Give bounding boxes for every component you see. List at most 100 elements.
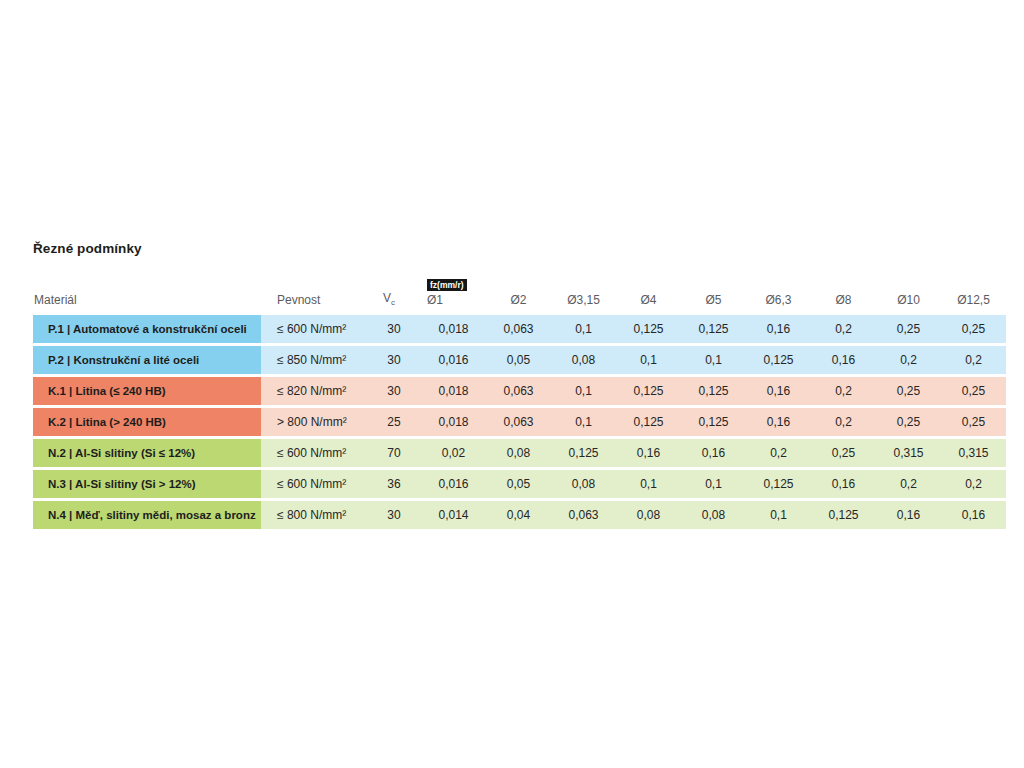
value-cell: 0,125 [746, 470, 811, 498]
value-cell: 0,05 [486, 470, 551, 498]
column-header-diameter-3: Ø3,15 [551, 273, 616, 312]
value-cell: 0,063 [551, 501, 616, 529]
strength-cell: ≤ 600 N/mm² [261, 470, 367, 498]
page-title: Řezné podmínky [33, 241, 1008, 256]
value-cell: 0,018 [421, 315, 486, 343]
value-cell: 0,25 [876, 408, 941, 436]
material-cell: P.1 | Automatové a konstrukční oceli [33, 315, 261, 343]
table-row: N.2 | Al-Si slitiny (Si ≤ 12%) ≤ 600 N/m… [33, 439, 1006, 467]
strength-cell: ≤ 800 N/mm² [261, 501, 367, 529]
table-row: K.1 | Litina (≤ 240 HB) ≤ 820 N/mm² 30 0… [33, 377, 1006, 405]
material-cell: N.3 | Al-Si slitiny (Si > 12%) [33, 470, 261, 498]
strength-cell: ≤ 850 N/mm² [261, 346, 367, 374]
value-cell: 0,25 [876, 377, 941, 405]
value-cell: 0,2 [746, 439, 811, 467]
column-header-material: Materiál [33, 273, 261, 312]
value-cell: 0,16 [746, 408, 811, 436]
value-cell: 0,2 [941, 470, 1006, 498]
value-cell: 0,25 [941, 408, 1006, 436]
value-cell: 0,1 [681, 346, 746, 374]
table-row: K.2 | Litina (> 240 HB) > 800 N/mm² 25 0… [33, 408, 1006, 436]
value-cell: 0,2 [876, 470, 941, 498]
column-header-diameter-8: Ø10 [876, 273, 941, 312]
column-header-diameter-6: Ø6,3 [746, 273, 811, 312]
value-cell: 0,16 [811, 346, 876, 374]
diameter-label: Ø1 [427, 293, 443, 307]
value-cell: 0,16 [941, 501, 1006, 529]
column-header-diameter-2: Ø2 [486, 273, 551, 312]
value-cell: 0,315 [941, 439, 1006, 467]
material-cell: P.2 | Konstrukční a lité oceli [33, 346, 261, 374]
value-cell: 0,125 [681, 315, 746, 343]
value-cell: 0,16 [681, 439, 746, 467]
value-cell: 0,1 [616, 346, 681, 374]
value-cell: 0,2 [941, 346, 1006, 374]
cutting-conditions-section: Řezné podmínky Materiál Pevnost Vc fz(mm… [33, 241, 1008, 532]
vc-cell: 30 [367, 501, 421, 529]
value-cell: 0,16 [811, 470, 876, 498]
value-cell: 0,16 [876, 501, 941, 529]
column-header-diameter-1: fz(mm/r) Ø1 [421, 273, 486, 312]
value-cell: 0,315 [876, 439, 941, 467]
value-cell: 0,1 [551, 377, 616, 405]
value-cell: 0,16 [746, 315, 811, 343]
table-header: Materiál Pevnost Vc fz(mm/r) Ø1 Ø2 Ø3,15… [33, 273, 1006, 312]
table-body: P.1 | Automatové a konstrukční oceli ≤ 6… [33, 315, 1006, 529]
material-cell: K.2 | Litina (> 240 HB) [33, 408, 261, 436]
value-cell: 0,08 [681, 501, 746, 529]
value-cell: 0,125 [616, 315, 681, 343]
value-cell: 0,08 [616, 501, 681, 529]
value-cell: 0,1 [746, 501, 811, 529]
value-cell: 0,125 [681, 377, 746, 405]
material-cell: N.2 | Al-Si slitiny (Si ≤ 12%) [33, 439, 261, 467]
value-cell: 0,1 [616, 470, 681, 498]
column-header-diameter-7: Ø8 [811, 273, 876, 312]
value-cell: 0,125 [616, 377, 681, 405]
vc-symbol: V [383, 291, 391, 305]
value-cell: 0,014 [421, 501, 486, 529]
column-header-diameter-4: Ø4 [616, 273, 681, 312]
vc-cell: 70 [367, 439, 421, 467]
vc-subscript: c [391, 298, 395, 307]
value-cell: 0,125 [811, 501, 876, 529]
value-cell: 0,25 [811, 439, 876, 467]
value-cell: 0,125 [551, 439, 616, 467]
strength-cell: ≤ 600 N/mm² [261, 315, 367, 343]
strength-cell: ≤ 820 N/mm² [261, 377, 367, 405]
material-cell: K.1 | Litina (≤ 240 HB) [33, 377, 261, 405]
value-cell: 0,08 [551, 470, 616, 498]
cutting-conditions-table: Materiál Pevnost Vc fz(mm/r) Ø1 Ø2 Ø3,15… [33, 270, 1006, 532]
vc-cell: 25 [367, 408, 421, 436]
value-cell: 0,018 [421, 377, 486, 405]
strength-cell: ≤ 600 N/mm² [261, 439, 367, 467]
vc-cell: 30 [367, 346, 421, 374]
value-cell: 0,125 [681, 408, 746, 436]
value-cell: 0,016 [421, 470, 486, 498]
vc-cell: 30 [367, 315, 421, 343]
column-header-diameter-9: Ø12,5 [941, 273, 1006, 312]
value-cell: 0,1 [551, 315, 616, 343]
value-cell: 0,063 [486, 315, 551, 343]
value-cell: 0,08 [486, 439, 551, 467]
value-cell: 0,05 [486, 346, 551, 374]
value-cell: 0,1 [551, 408, 616, 436]
value-cell: 0,125 [616, 408, 681, 436]
vc-cell: 36 [367, 470, 421, 498]
column-header-diameter-5: Ø5 [681, 273, 746, 312]
value-cell: 0,063 [486, 377, 551, 405]
column-header-strength: Pevnost [261, 273, 367, 312]
value-cell: 0,16 [746, 377, 811, 405]
material-cell: N.4 | Měď, slitiny mědi, mosaz a bronz [33, 501, 261, 529]
value-cell: 0,16 [616, 439, 681, 467]
value-cell: 0,125 [746, 346, 811, 374]
value-cell: 0,25 [941, 315, 1006, 343]
value-cell: 0,016 [421, 346, 486, 374]
table-row: P.1 | Automatové a konstrukční oceli ≤ 6… [33, 315, 1006, 343]
table-row: N.4 | Měď, slitiny mědi, mosaz a bronz ≤… [33, 501, 1006, 529]
column-header-vc: Vc [367, 273, 421, 312]
value-cell: 0,25 [941, 377, 1006, 405]
value-cell: 0,018 [421, 408, 486, 436]
strength-cell: > 800 N/mm² [261, 408, 367, 436]
value-cell: 0,2 [811, 315, 876, 343]
table-row: P.2 | Konstrukční a lité oceli ≤ 850 N/m… [33, 346, 1006, 374]
